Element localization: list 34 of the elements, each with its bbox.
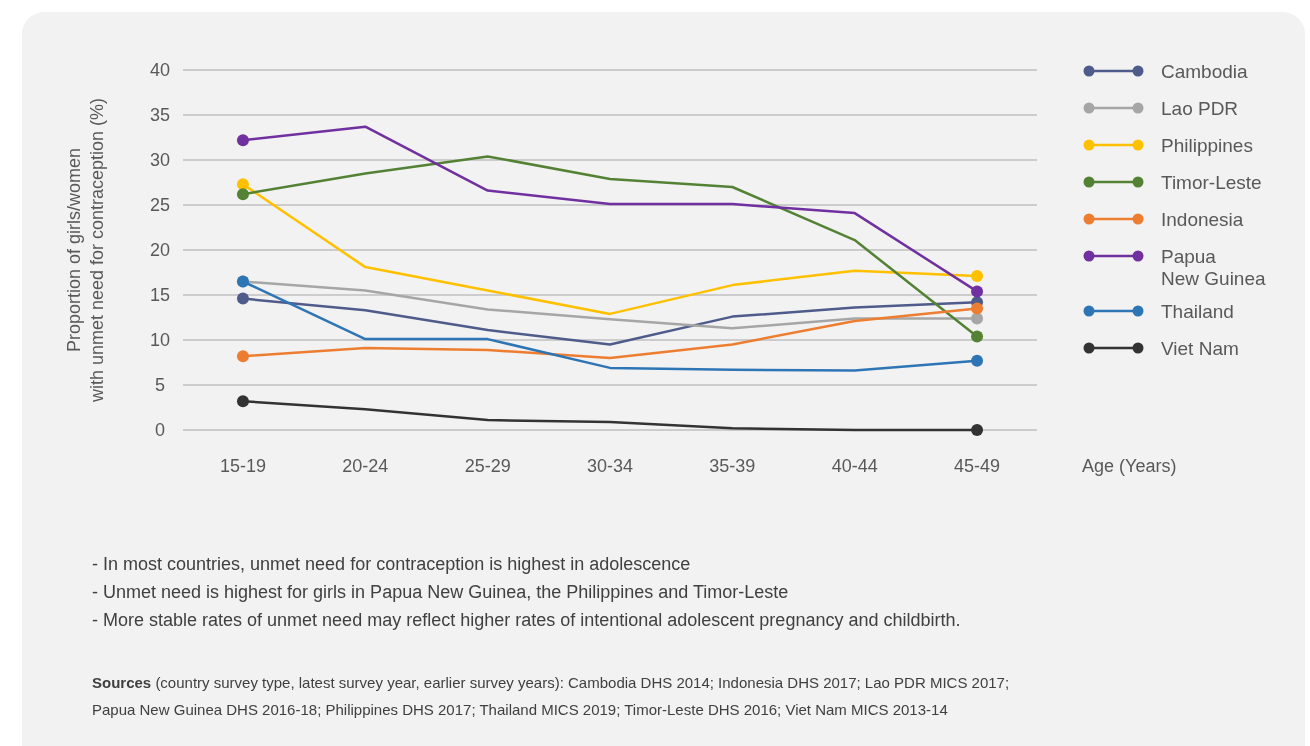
x-tick-label: 30-34	[586, 456, 634, 476]
legend-label: Cambodia	[1161, 61, 1249, 82]
y-tick-label: 20	[149, 240, 171, 260]
legend-label: Philippines	[1161, 135, 1253, 156]
y-tick-label: 5	[154, 375, 166, 395]
text: - In most countries, unmet need for contraception is highest in adolescence	[92, 554, 691, 574]
y-tick-label: 0	[154, 420, 166, 440]
y-tick-label: 15	[149, 285, 171, 305]
y-tick-label: 25	[149, 195, 171, 215]
legend-label: Lao PDR	[1161, 98, 1239, 119]
legend-label: Viet Nam	[1161, 338, 1239, 359]
point	[971, 424, 984, 436]
y-tick-label: 35	[149, 105, 171, 125]
source-note: Sources (country survey type, latest survey year, earlier survey years): Cambodia DHS 2014; Indonesia DHS 2017; Lao PDR MICS 2017; Papua New Guinea DHS 2016-18; Philippines DHS 2017; Thailand MICS 2019; Timor-Leste DHS 2016; Viet Nam MICS 2013-14	[92, 674, 1010, 718]
point	[236, 134, 249, 147]
x-tick-label: 20-24	[342, 456, 389, 476]
y-axis-title: Proportion of girls/women with unmet need for contraception (%)	[64, 97, 107, 404]
x-tick-label: 40-44	[831, 456, 878, 476]
y-tick-label: 10	[149, 330, 171, 350]
x-tick-label: 15-19	[219, 456, 266, 476]
point	[236, 395, 249, 408]
legend-label: Indonesia	[1161, 209, 1244, 230]
x-tick-label: 35-39	[709, 456, 756, 476]
text: - Unmet need is highest for girls in Papua New Guinea, the Philippines and Timor-Leste	[92, 582, 789, 602]
x-tick-label: 25-29	[464, 456, 511, 476]
point	[236, 188, 249, 201]
x-tick-label: 45-49	[954, 456, 1001, 476]
legend-label: Thailand	[1161, 301, 1234, 322]
x-axis-title: Age (Years)	[1082, 456, 1177, 476]
legend-label: Timor-Leste	[1161, 172, 1262, 193]
text: - More stable rates of unmet need may reflect higher rates of intentional adolescent pregnancy and childbirth.	[92, 610, 961, 630]
y-tick-label: 40	[149, 60, 171, 80]
y-tick-label: 30	[149, 150, 171, 170]
legend-label: Papua New Guinea	[1161, 246, 1266, 289]
